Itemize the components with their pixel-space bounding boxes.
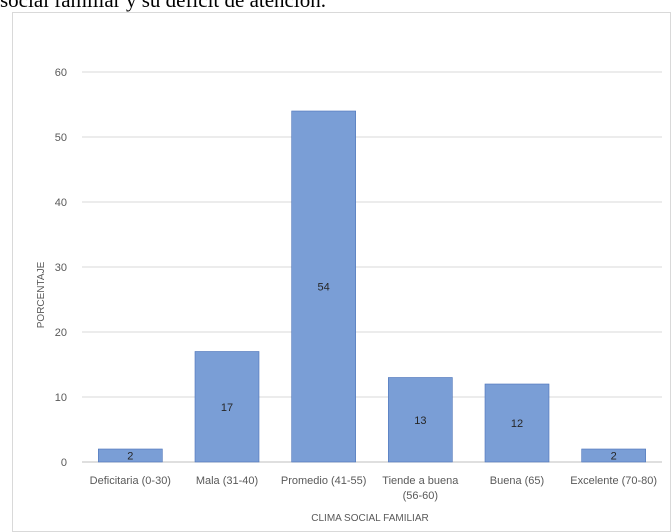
y-tick-label: 20 (55, 327, 67, 339)
bar (388, 377, 453, 463)
data-label: 2 (127, 451, 133, 463)
bar (194, 351, 260, 463)
figure-caption: social familiar y su déficit de atención… (0, 0, 326, 12)
x-tick-label: Deficitaria (0-30) (90, 475, 171, 487)
y-tick-label: 10 (55, 392, 67, 404)
x-tick-label: Promedio (41-55) (281, 475, 367, 487)
data-label: 17 (221, 402, 233, 414)
bar (484, 383, 550, 463)
bar (98, 448, 163, 463)
data-label: 13 (414, 415, 426, 427)
x-tick-label: Mala (31-40) (196, 475, 258, 487)
x-tick-label: Excelente (70-80) (570, 475, 657, 487)
y-tick-label: 50 (55, 132, 67, 144)
data-label: 2 (611, 451, 617, 463)
y-tick-label: 30 (55, 262, 67, 274)
bar (291, 110, 356, 463)
y-axis-title: PORCENTAJE (36, 261, 47, 328)
data-label: 12 (511, 418, 523, 430)
bar (581, 448, 646, 463)
x-tick-label: (56-60) (403, 490, 438, 502)
y-tick-label: 0 (61, 457, 67, 469)
y-tick-label: 60 (55, 67, 67, 79)
x-tick-label: Buena (65) (490, 475, 544, 487)
data-label: 54 (318, 282, 330, 294)
y-tick-label: 40 (55, 197, 67, 209)
x-tick-label: Tiende a buena (382, 475, 459, 487)
x-axis-title: CLIMA SOCIAL FAMILIAR (311, 513, 428, 524)
